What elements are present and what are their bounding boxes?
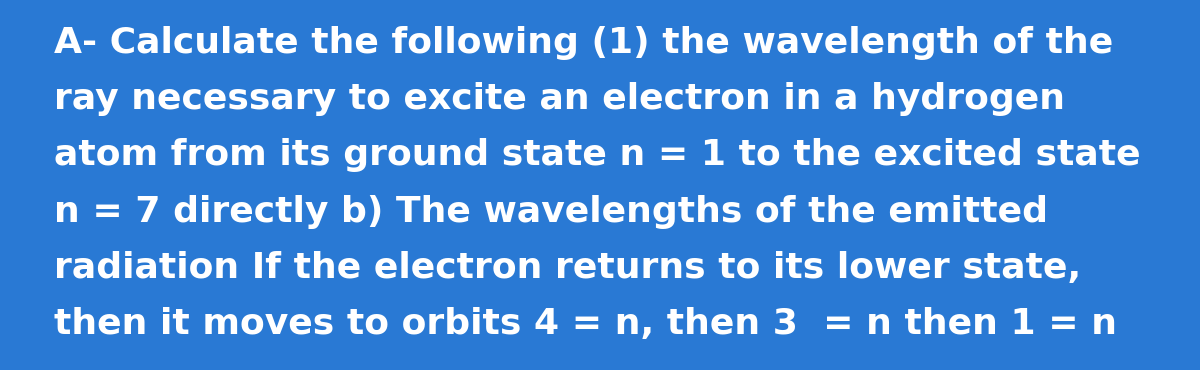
Text: then it moves to orbits 4 = n, then 3  = n then 1 = n: then it moves to orbits 4 = n, then 3 = … — [54, 307, 1117, 341]
Text: ray necessary to excite an electron in a hydrogen: ray necessary to excite an electron in a… — [54, 82, 1066, 116]
Text: A- Calculate the following (1) the wavelength of the: A- Calculate the following (1) the wavel… — [54, 26, 1114, 60]
Text: n = 7 directly b) The wavelengths of the emitted: n = 7 directly b) The wavelengths of the… — [54, 195, 1048, 229]
Text: atom from its ground state n = 1 to the excited state: atom from its ground state n = 1 to the … — [54, 138, 1141, 172]
Text: radiation If the electron returns to its lower state,: radiation If the electron returns to its… — [54, 251, 1081, 285]
